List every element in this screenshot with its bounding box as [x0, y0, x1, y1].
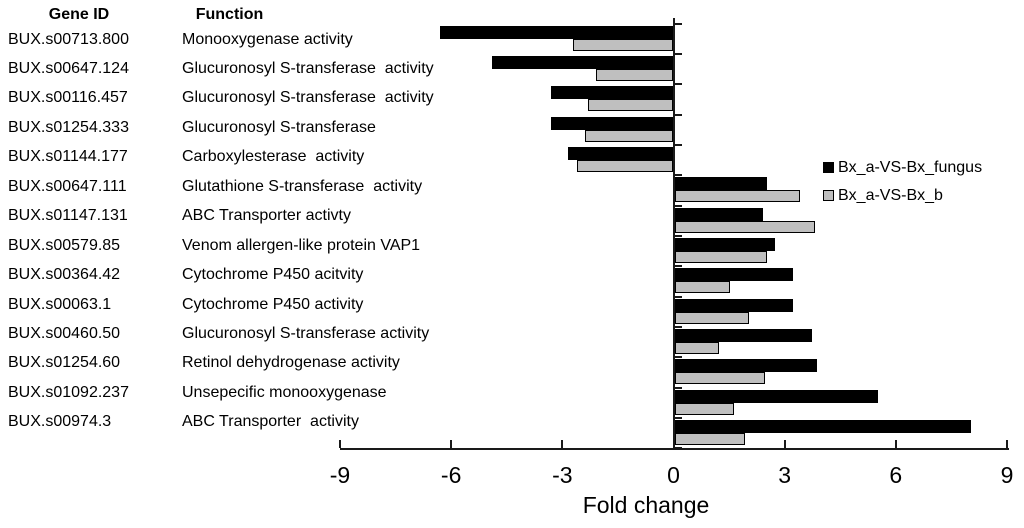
- function-column-header: Function: [195, 6, 264, 23]
- category-tick: [674, 143, 682, 146]
- bar-fungus: [674, 177, 768, 191]
- category-tick: [674, 234, 682, 237]
- bar-fungus: [674, 237, 775, 251]
- legend-swatch-black-icon: [823, 162, 834, 173]
- bar-b: [584, 129, 674, 142]
- x-axis-title: Fold change: [582, 492, 710, 518]
- function-label: Unsepecific monooxygenase: [182, 383, 387, 401]
- gene-id-label: BUX.s00460.50: [8, 325, 121, 342]
- bar-fungus: [674, 420, 971, 434]
- bar-b: [674, 311, 749, 324]
- function-label: Cytochrome P450 activity: [182, 295, 364, 313]
- gene-id-label: BUX.s01147.131: [8, 207, 128, 225]
- bar-b: [674, 281, 731, 294]
- function-label: Glucuronosyl S-transferase activity: [182, 59, 434, 77]
- bar-b: [674, 220, 816, 233]
- bar-b: [674, 433, 745, 446]
- gene-id-label: BUX.s01254.333: [8, 118, 129, 136]
- x-axis-tick-label: 9: [1000, 462, 1014, 488]
- gene-id-label: BUX.s00647.124: [8, 59, 129, 77]
- function-label: Retinol dehydrogenase activity: [182, 354, 400, 372]
- zero-axis-line: [672, 18, 675, 450]
- legend-label-b: Bx_a-VS-Bx_b: [838, 187, 943, 204]
- category-tick: [674, 83, 682, 86]
- category-tick: [674, 356, 682, 359]
- bar-fungus: [440, 25, 674, 39]
- bar-fungus: [674, 207, 764, 221]
- gene-id-label: BUX.s01092.237: [8, 383, 129, 401]
- function-label: Glucuronosyl S-transferase activity: [182, 89, 434, 107]
- bar-fungus: [674, 298, 794, 312]
- function-label: Carboxylesterase activity: [182, 148, 365, 166]
- function-label: Glucuronosyl S-transferase: [182, 118, 376, 136]
- category-tick: [674, 265, 682, 268]
- bar-b: [588, 99, 674, 112]
- function-label: ABC Transporter activity: [182, 413, 359, 431]
- function-label: ABC Transporter activty: [182, 207, 351, 225]
- category-tick: [674, 326, 682, 328]
- category-tick: [674, 113, 682, 116]
- category-tick: [674, 52, 682, 55]
- gene-id-column-header: Gene ID: [48, 6, 110, 23]
- category-tick: [674, 22, 682, 25]
- x-axis-tick: [450, 440, 453, 448]
- bar-fungus: [551, 86, 674, 100]
- category-tick: [674, 174, 682, 177]
- x-axis-tick: [1006, 440, 1008, 448]
- category-tick: [674, 447, 682, 450]
- gene-id-label: BUX.s00364.42: [8, 266, 121, 284]
- x-axis-tick-label: 0: [667, 462, 680, 488]
- x-axis-tick-label: -6: [440, 462, 462, 488]
- bar-fungus: [551, 116, 674, 130]
- x-axis-tick: [783, 440, 786, 448]
- gene-id-label: BUX.s00116.457: [8, 89, 128, 107]
- function-label: Monooxygenase activity: [182, 30, 353, 48]
- function-label: Cytochrome P450 acitvity: [182, 266, 364, 284]
- category-tick: [674, 204, 682, 207]
- legend-swatch-gray-icon: [823, 190, 834, 201]
- bar-fungus: [674, 359, 818, 373]
- gene-id-label: BUX.s00647.111: [8, 177, 127, 195]
- gene-id-label: BUX.s00974.3: [8, 413, 112, 431]
- function-label: Glucuronosyl S-transferase activity: [182, 325, 430, 342]
- bar-b: [674, 342, 719, 354]
- gene-id-label: BUX.s01254.60: [8, 354, 121, 372]
- function-label: Glutathione S-transferase activity: [182, 177, 423, 195]
- x-axis-tick: [561, 440, 564, 448]
- gene-id-label: BUX.s00713.800: [8, 30, 129, 48]
- x-axis-tick: [672, 440, 675, 448]
- gene-id-label: BUX.s00063.1: [8, 295, 112, 313]
- category-tick: [674, 386, 682, 389]
- bar-fungus: [491, 55, 674, 69]
- x-axis-tick: [339, 440, 341, 448]
- bar-fungus: [674, 268, 794, 282]
- bar-b: [674, 190, 801, 203]
- legend-label-fungus: Bx_a-VS-Bx_fungus: [838, 159, 983, 176]
- function-label: Venom allergen-like protein VAP1: [182, 236, 421, 254]
- gene-id-label: BUX.s01144.177: [8, 148, 128, 166]
- bar-fungus: [674, 389, 879, 403]
- bar-b: [595, 68, 674, 81]
- gene-id-label: BUX.s00579.85: [8, 236, 121, 254]
- x-axis-tick: [894, 440, 897, 448]
- bar-fungus: [567, 146, 674, 160]
- x-axis-tick-label: 6: [889, 462, 903, 488]
- x-axis-tick-label: -3: [552, 462, 573, 488]
- bar-b: [674, 402, 734, 415]
- bar-b: [573, 38, 674, 51]
- category-tick: [674, 417, 682, 420]
- x-axis-tick-label: -9: [329, 462, 351, 488]
- bar-fungus: [674, 329, 812, 342]
- bar-b: [674, 250, 768, 263]
- bar-b: [674, 372, 766, 385]
- bar-b: [577, 159, 674, 172]
- x-axis-tick-label: 3: [778, 462, 792, 488]
- category-tick: [674, 295, 682, 298]
